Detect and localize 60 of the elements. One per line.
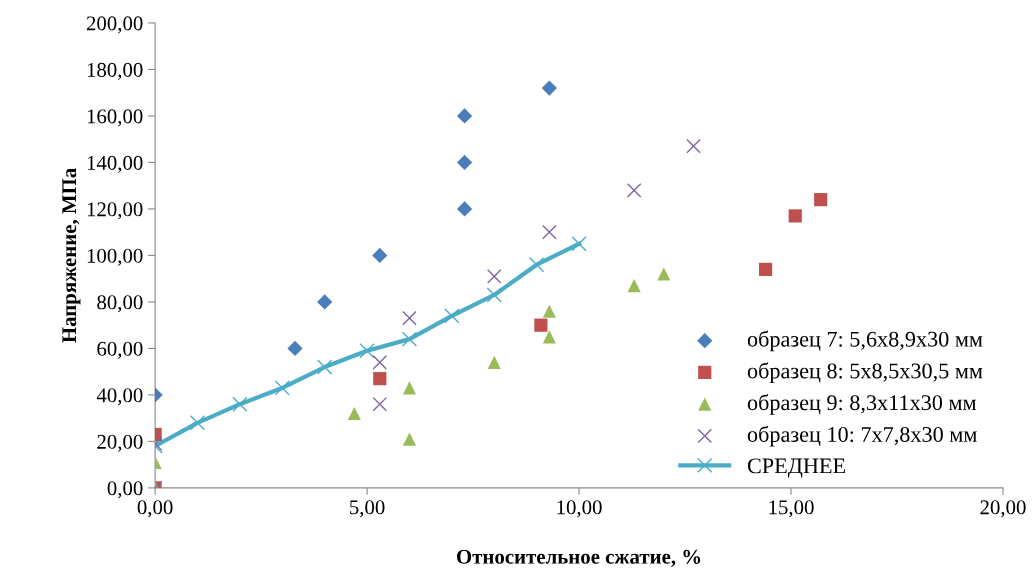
y-tick-label: 60,00 (97, 341, 143, 359)
legend-label: образец 10: 7х7,8х30 мм (747, 425, 977, 447)
point (347, 406, 361, 421)
point (486, 269, 502, 284)
y-tick-label: 140,00 (87, 155, 143, 173)
point (359, 343, 375, 359)
point (287, 340, 303, 357)
point (541, 80, 557, 96)
point (529, 257, 545, 273)
point (317, 294, 333, 310)
point (657, 267, 671, 281)
point (189, 415, 206, 431)
point (401, 331, 418, 347)
point (626, 183, 642, 198)
legend-label: образец 7: 5,6х8,9х30 мм (747, 330, 983, 352)
point (232, 396, 248, 412)
point (486, 287, 502, 303)
point (402, 381, 417, 395)
point (814, 193, 828, 207)
point (372, 355, 388, 370)
point (627, 279, 641, 293)
point (542, 330, 556, 344)
y-tick-label: 200,00 (86, 16, 143, 34)
point (444, 308, 460, 324)
point (487, 355, 501, 369)
y-tick-label: 180,00 (87, 62, 143, 80)
legend-label: образец 9: 8,3х11х30 мм (747, 394, 977, 415)
point (686, 138, 701, 154)
y-tick-label: 100,00 (87, 248, 143, 266)
y-tick-label: 40,00 (96, 388, 143, 406)
x-tick-label: 0,00 (137, 500, 173, 518)
x-tick-label: 10,00 (557, 500, 602, 518)
point (402, 310, 417, 326)
x-tick-label: 20,00 (980, 500, 1026, 518)
point (372, 247, 388, 264)
point (542, 304, 556, 318)
legend-label: СРЕДНЕЕ (747, 458, 845, 478)
point (758, 262, 773, 276)
point (456, 108, 473, 124)
y-tick-label: 20,00 (97, 434, 143, 452)
y-tick-label: 120,00 (87, 202, 143, 220)
point (372, 396, 388, 412)
x-axis-title: Относительное сжатие, % (456, 549, 701, 567)
point (317, 359, 333, 375)
point (456, 154, 473, 171)
y-tick-label: 80,00 (97, 295, 143, 313)
x-tick-label: 15,00 (769, 500, 814, 518)
y-tick-label: 0,00 (107, 481, 143, 499)
y-tick-label: 160,00 (87, 109, 143, 127)
point (542, 224, 557, 240)
point (373, 372, 387, 386)
point (274, 380, 290, 396)
legend-label: образец 8: 5х8,5х30,5 мм (747, 362, 983, 383)
point (788, 209, 802, 223)
x-tick-label: 5,00 (350, 500, 385, 518)
y-axis-title: Напряжение, МПа (62, 168, 81, 343)
point (456, 201, 473, 217)
point (402, 432, 417, 446)
point (571, 236, 587, 252)
point (534, 318, 548, 332)
